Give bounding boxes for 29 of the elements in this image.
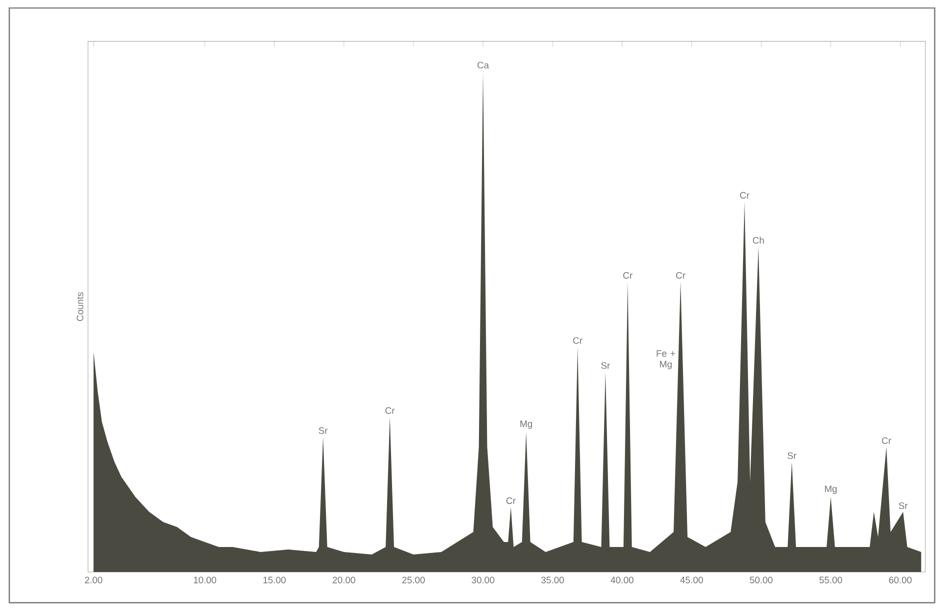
x-tick-label: 25.00: [402, 576, 425, 584]
x-tick-label: 55.00: [819, 576, 842, 584]
annotation: Ca: [478, 62, 489, 69]
annotation: Cr: [623, 272, 632, 279]
annotation: Cr: [506, 498, 516, 504]
annotation: Cr: [882, 437, 892, 444]
annotation: Sr: [318, 427, 328, 434]
annotation: Cr: [385, 407, 395, 414]
annotation: Cr: [740, 192, 750, 199]
annotation: Cr: [573, 337, 582, 344]
annotation: Mg: [825, 486, 837, 494]
annotation: Cr: [676, 272, 686, 279]
x-tick-label: 50.00: [750, 576, 773, 584]
annotation: Mg: [520, 420, 532, 430]
x-tick-label: 45.00: [680, 576, 703, 584]
annotation: Sr: [788, 452, 796, 460]
x-tick-label: 35.00: [541, 576, 564, 584]
x-tick-label: 15.00: [263, 576, 286, 584]
x-tick-label: 30.00: [472, 576, 494, 584]
annotation: Sr: [898, 502, 908, 510]
x-tick-label: 40.00: [610, 576, 634, 584]
annotation: Fe + Mg: [656, 350, 676, 370]
annotation: Ch: [752, 236, 764, 244]
x-tick-label: 60.00: [889, 576, 912, 584]
y-axis-title: Counts: [76, 292, 84, 322]
x-tick-label: 10.00: [194, 576, 216, 584]
x-tick-label: 20.00: [332, 576, 356, 584]
annotation: Sr: [601, 362, 610, 369]
x-tick-label: 2.00: [84, 576, 102, 584]
